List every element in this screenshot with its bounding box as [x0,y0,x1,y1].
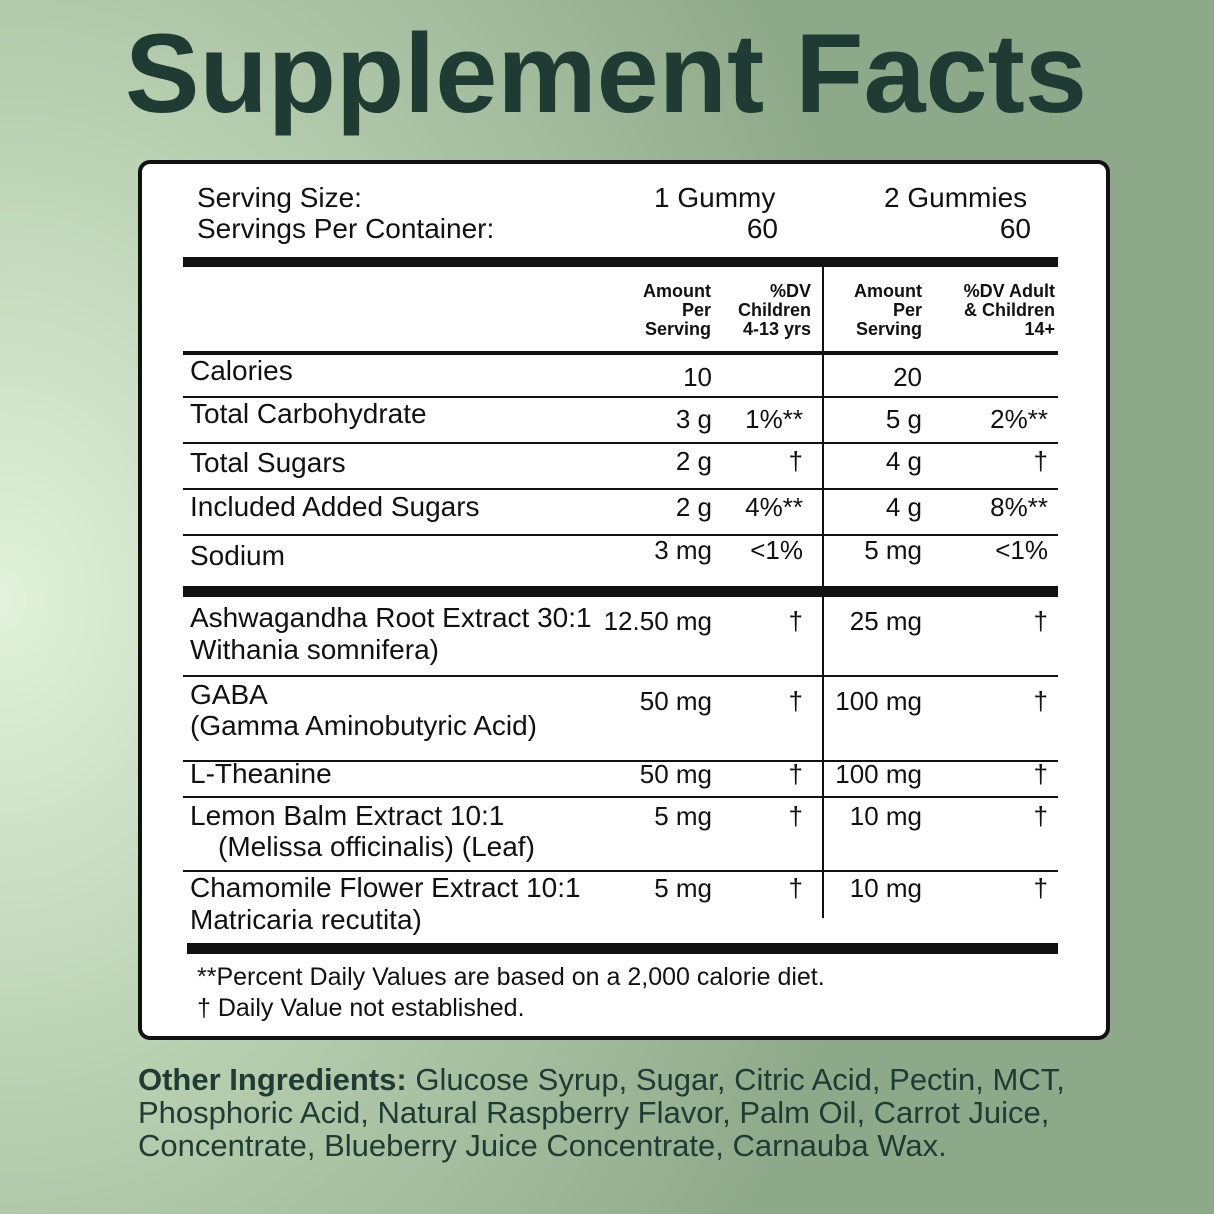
servings-per-container: 60 [747,213,778,244]
row-value: † [789,801,803,831]
row-name: Ashwagandha Root Extract 30:1 [190,602,592,633]
row-value: † [1034,759,1048,789]
row-value: 2%** [990,404,1048,434]
column-header: Per [893,300,922,320]
footnote: **Percent Daily Values are based on a 2,… [197,963,825,991]
row-rule [183,796,1058,798]
row-name: Withania somnifera) [190,634,439,665]
servings-per-container-label: Servings Per Container: [197,213,494,244]
row-value: † [789,446,803,476]
row-value: 12.50 mg [604,606,712,636]
row-value: 5 mg [654,801,712,831]
column-header: Amount [643,281,711,301]
serving-size-label: Serving Size: [197,182,362,213]
row-rule [183,534,1058,536]
row-value: † [1034,873,1048,903]
row-value: <1% [995,535,1048,565]
row-value: † [1034,446,1048,476]
row-rule [183,675,1058,677]
row-rule [183,396,1058,398]
row-value: 8%** [990,492,1048,522]
row-value: 5 g [886,404,922,434]
row-name: Calories [190,355,293,386]
row-name: (Gamma Aminobutyric Acid) [190,710,537,741]
row-value: 4 g [886,446,922,476]
serving-size: 1 Gummy [654,182,775,213]
footnote: † Daily Value not established. [197,994,525,1022]
row-value: 100 mg [835,686,922,716]
column-header: Serving [856,319,922,339]
row-value: † [789,686,803,716]
title: Supplement Facts [125,11,1087,136]
row-value: 5 mg [864,535,922,565]
row-value: † [789,873,803,903]
rule [183,351,1058,355]
servings-per-container: 60 [1000,213,1031,244]
other-ingredients-text: Glucose Syrup, Sugar, Citric Acid, Pecti… [138,1062,1065,1163]
row-value: 3 mg [654,535,712,565]
row-value: † [789,606,803,636]
row-value: † [1034,686,1048,716]
row-value: 50 mg [640,686,712,716]
column-header: Amount [854,281,922,301]
row-name: GABA [190,679,268,710]
column-header: %DV [770,281,811,301]
row-rule [183,442,1058,444]
row-value: 50 mg [640,759,712,789]
row-value: 5 mg [654,873,712,903]
row-value: 1%** [745,404,803,434]
column-header: %DV Adult [964,281,1055,301]
row-value: 10 mg [850,873,922,903]
column-header: & Children [964,300,1055,320]
row-name: (Melissa officinalis) (Leaf) [218,831,535,862]
column-header: 14+ [1024,319,1055,339]
other-ingredients-label: Other Ingredients: [138,1062,407,1097]
row-value: † [1034,801,1048,831]
row-rule [183,760,1058,762]
row-value: 20 [893,362,922,392]
row-name: Total Carbohydrate [190,398,427,429]
row-name: Lemon Balm Extract 10:1 [190,800,504,831]
row-value: 3 g [676,404,712,434]
row-value: 2 g [676,492,712,522]
row-name: Matricaria recutita) [190,904,422,935]
row-name: Sodium [190,540,285,571]
row-value: 10 [683,362,712,392]
thick-rule [187,943,1058,954]
row-name: Included Added Sugars [190,491,480,522]
row-value: 4%** [745,492,803,522]
column-header: 4-13 yrs [743,319,811,339]
row-value: † [789,759,803,789]
serving-size: 2 Gummies [884,182,1027,213]
row-rule [183,488,1058,490]
row-value: 4 g [886,492,922,522]
column-header: Per [682,300,711,320]
row-value: 10 mg [850,801,922,831]
row-value: <1% [750,535,803,565]
row-name: Chamomile Flower Extract 10:1 [190,872,581,903]
row-value: 25 mg [850,606,922,636]
facts-box [138,160,1110,1040]
column-header: Serving [645,319,711,339]
column-header: Children [738,300,811,320]
row-name: Total Sugars [190,447,346,478]
thick-rule [183,257,1058,267]
other-ingredients: Other Ingredients: Glucose Syrup, Sugar,… [138,1063,1123,1162]
row-name: L-Theanine [190,758,332,789]
row-value: 2 g [676,446,712,476]
row-value: † [1034,606,1048,636]
thick-rule [183,586,1058,597]
row-rule [183,870,1058,872]
row-value: 100 mg [835,759,922,789]
column-divider [822,267,824,918]
